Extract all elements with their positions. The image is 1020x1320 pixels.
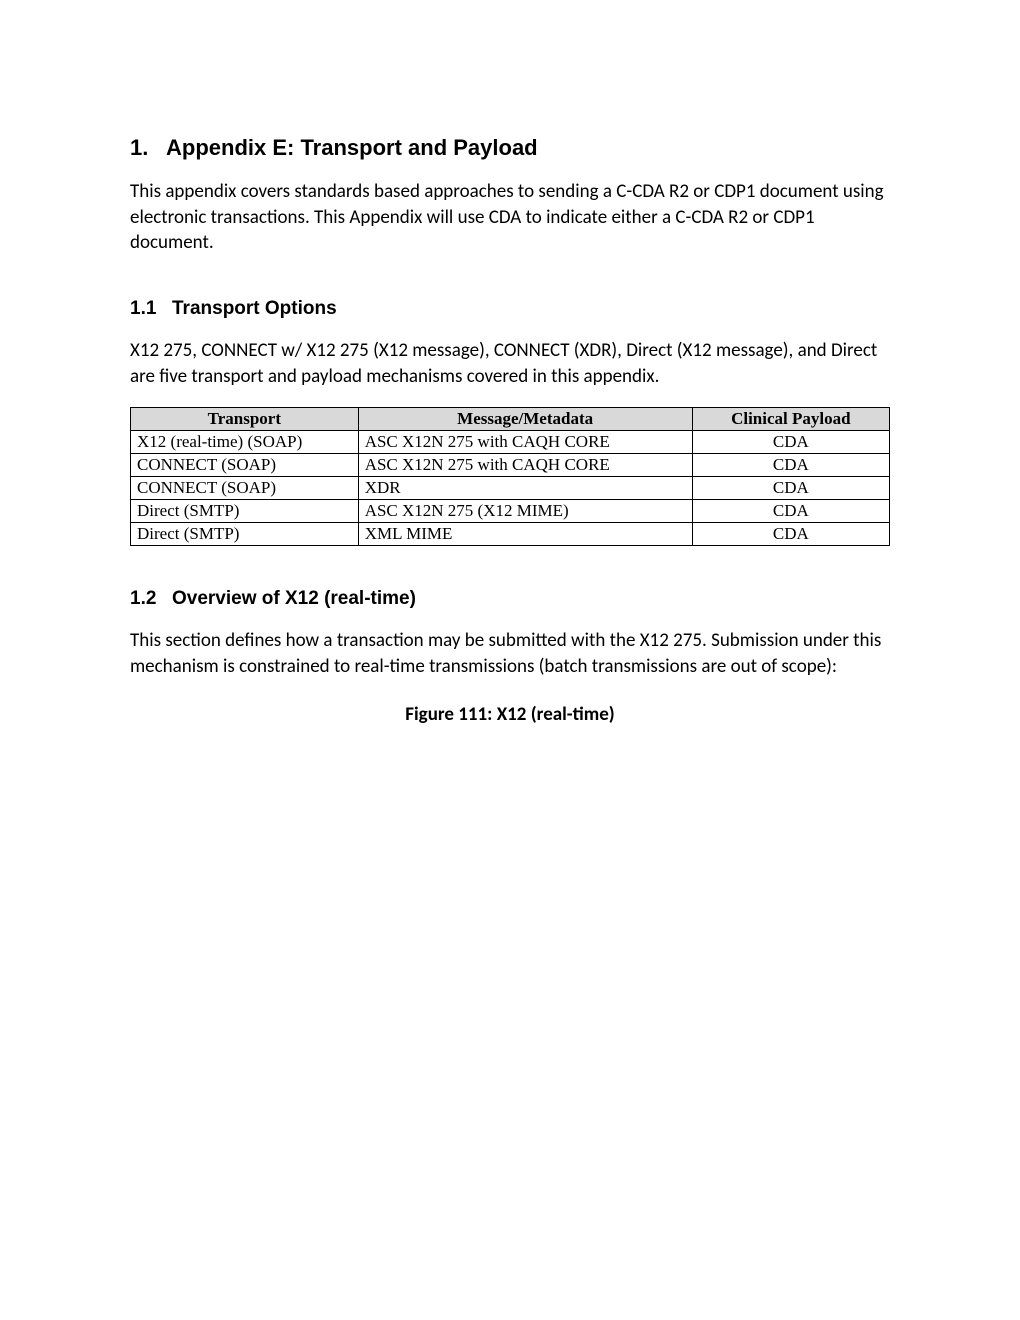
table-cell: CDA xyxy=(692,500,889,523)
heading-1-number: 1. xyxy=(130,135,166,161)
table-header-cell: Message/Metadata xyxy=(358,408,692,431)
table-cell: CDA xyxy=(692,523,889,546)
table-cell: CONNECT (SOAP) xyxy=(131,477,359,500)
table-cell: X12 (real-time) (SOAP) xyxy=(131,431,359,454)
page: 1. Appendix E: Transport and Payload Thi… xyxy=(0,0,1020,1320)
heading-1-2: 1.2 Overview of X12 (real-time) xyxy=(130,588,890,610)
heading-1-title: Appendix E: Transport and Payload xyxy=(166,135,538,161)
table-cell: ASC X12N 275 with CAQH CORE xyxy=(358,431,692,454)
figure-caption: Figure 111: X12 (real-time) xyxy=(130,703,890,726)
table-header-cell: Clinical Payload xyxy=(692,408,889,431)
table-cell: Direct (SMTP) xyxy=(131,500,359,523)
table-cell: Direct (SMTP) xyxy=(131,523,359,546)
heading-1: 1. Appendix E: Transport and Payload xyxy=(130,135,890,161)
transport-table: Transport Message/Metadata Clinical Payl… xyxy=(130,407,890,546)
table-cell: ASC X12N 275 (X12 MIME) xyxy=(358,500,692,523)
table-cell: CDA xyxy=(692,454,889,477)
table-row: X12 (real-time) (SOAP) ASC X12N 275 with… xyxy=(131,431,890,454)
table-cell: CDA xyxy=(692,431,889,454)
table-cell: XDR xyxy=(358,477,692,500)
heading-1-2-number: 1.2 xyxy=(130,588,172,610)
table-header-cell: Transport xyxy=(131,408,359,431)
table-cell: CDA xyxy=(692,477,889,500)
section-1-1-paragraph: X12 275, CONNECT w/ X12 275 (X12 message… xyxy=(130,338,890,389)
table-row: Direct (SMTP) ASC X12N 275 (X12 MIME) CD… xyxy=(131,500,890,523)
section-1-2-paragraph: This section defines how a transaction m… xyxy=(130,628,890,679)
table-header-row: Transport Message/Metadata Clinical Payl… xyxy=(131,408,890,431)
heading-1-1: 1.1 Transport Options xyxy=(130,298,890,320)
table-cell: CONNECT (SOAP) xyxy=(131,454,359,477)
intro-paragraph: This appendix covers standards based app… xyxy=(130,179,890,256)
heading-1-1-title: Transport Options xyxy=(172,298,337,320)
table-row: Direct (SMTP) XML MIME CDA xyxy=(131,523,890,546)
table-cell: XML MIME xyxy=(358,523,692,546)
heading-1-1-number: 1.1 xyxy=(130,298,172,320)
heading-1-2-title: Overview of X12 (real-time) xyxy=(172,588,416,610)
table-cell: ASC X12N 275 with CAQH CORE xyxy=(358,454,692,477)
table-row: CONNECT (SOAP) ASC X12N 275 with CAQH CO… xyxy=(131,454,890,477)
table-row: CONNECT (SOAP) XDR CDA xyxy=(131,477,890,500)
